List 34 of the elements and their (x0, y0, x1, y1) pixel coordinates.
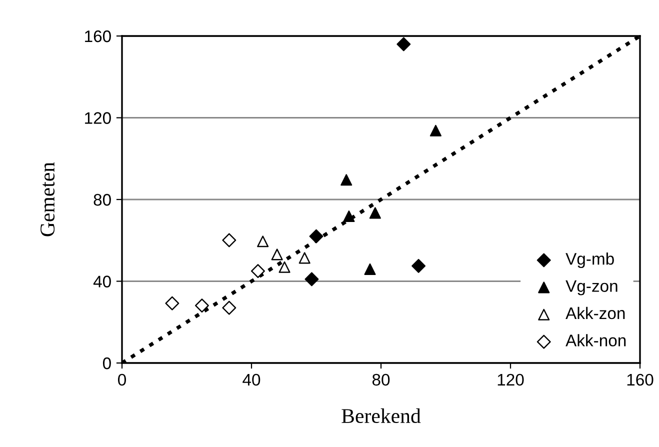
point (343, 210, 355, 222)
point (165, 296, 180, 310)
y-tick-label: 80 (94, 194, 111, 206)
point (309, 229, 324, 244)
legend-label: Akk-non (566, 334, 626, 346)
x-tick-label: 160 (627, 374, 654, 386)
legend-label: Vg-zon (566, 280, 618, 296)
y-axis-title: Gemeten (40, 162, 55, 236)
y-tick-label: 160 (85, 30, 111, 42)
x-axis-title: Berekend (342, 408, 421, 424)
point (250, 264, 265, 278)
point (364, 263, 376, 275)
point (278, 261, 290, 273)
y-tick-label: 0 (102, 357, 111, 370)
point (369, 207, 381, 219)
x-tick-label: 80 (372, 374, 390, 386)
point (298, 252, 310, 264)
point (430, 124, 442, 136)
point (194, 298, 209, 313)
point (271, 248, 283, 260)
point (222, 300, 236, 315)
y-tick-label: 40 (93, 276, 111, 288)
y-tick-label: 120 (85, 112, 111, 124)
point (304, 272, 319, 286)
x-tick-label: 40 (242, 374, 260, 386)
x-tick-label: 120 (498, 374, 524, 386)
legend-label: Vg-mb (566, 252, 614, 268)
legend-label: Akk-zon (566, 306, 625, 320)
point (396, 37, 411, 52)
x-tick-label: 0 (118, 374, 126, 386)
point (257, 236, 269, 248)
point (340, 174, 352, 186)
point (412, 258, 426, 273)
point (222, 233, 236, 248)
